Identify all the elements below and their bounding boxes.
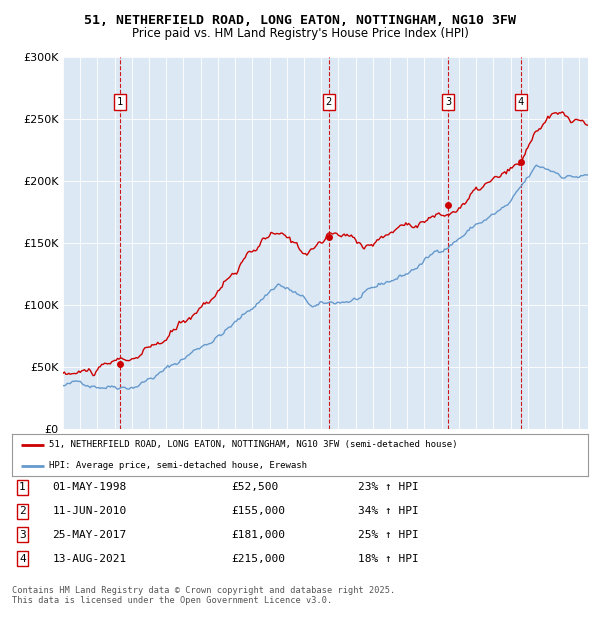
Text: 1: 1 [117, 97, 124, 107]
Text: 1: 1 [19, 482, 26, 492]
Text: 3: 3 [19, 530, 26, 540]
Text: £52,500: £52,500 [231, 482, 278, 492]
Text: 51, NETHERFIELD ROAD, LONG EATON, NOTTINGHAM, NG10 3FW (semi-detached house): 51, NETHERFIELD ROAD, LONG EATON, NOTTIN… [49, 440, 458, 449]
Text: 23% ↑ HPI: 23% ↑ HPI [358, 482, 418, 492]
Text: 2: 2 [19, 506, 26, 516]
Text: Price paid vs. HM Land Registry's House Price Index (HPI): Price paid vs. HM Land Registry's House … [131, 27, 469, 40]
Text: 4: 4 [518, 97, 524, 107]
Text: Contains HM Land Registry data © Crown copyright and database right 2025.
This d: Contains HM Land Registry data © Crown c… [12, 586, 395, 605]
Text: 11-JUN-2010: 11-JUN-2010 [52, 506, 127, 516]
Text: £215,000: £215,000 [231, 554, 285, 564]
Text: 51, NETHERFIELD ROAD, LONG EATON, NOTTINGHAM, NG10 3FW: 51, NETHERFIELD ROAD, LONG EATON, NOTTIN… [84, 14, 516, 27]
Text: 3: 3 [445, 97, 452, 107]
Text: 25-MAY-2017: 25-MAY-2017 [52, 530, 127, 540]
Text: 18% ↑ HPI: 18% ↑ HPI [358, 554, 418, 564]
Text: 25% ↑ HPI: 25% ↑ HPI [358, 530, 418, 540]
Text: HPI: Average price, semi-detached house, Erewash: HPI: Average price, semi-detached house,… [49, 461, 307, 470]
Text: 34% ↑ HPI: 34% ↑ HPI [358, 506, 418, 516]
Text: 4: 4 [19, 554, 26, 564]
Text: 01-MAY-1998: 01-MAY-1998 [52, 482, 127, 492]
Text: £155,000: £155,000 [231, 506, 285, 516]
Text: 2: 2 [326, 97, 332, 107]
Text: 13-AUG-2021: 13-AUG-2021 [52, 554, 127, 564]
Text: £181,000: £181,000 [231, 530, 285, 540]
